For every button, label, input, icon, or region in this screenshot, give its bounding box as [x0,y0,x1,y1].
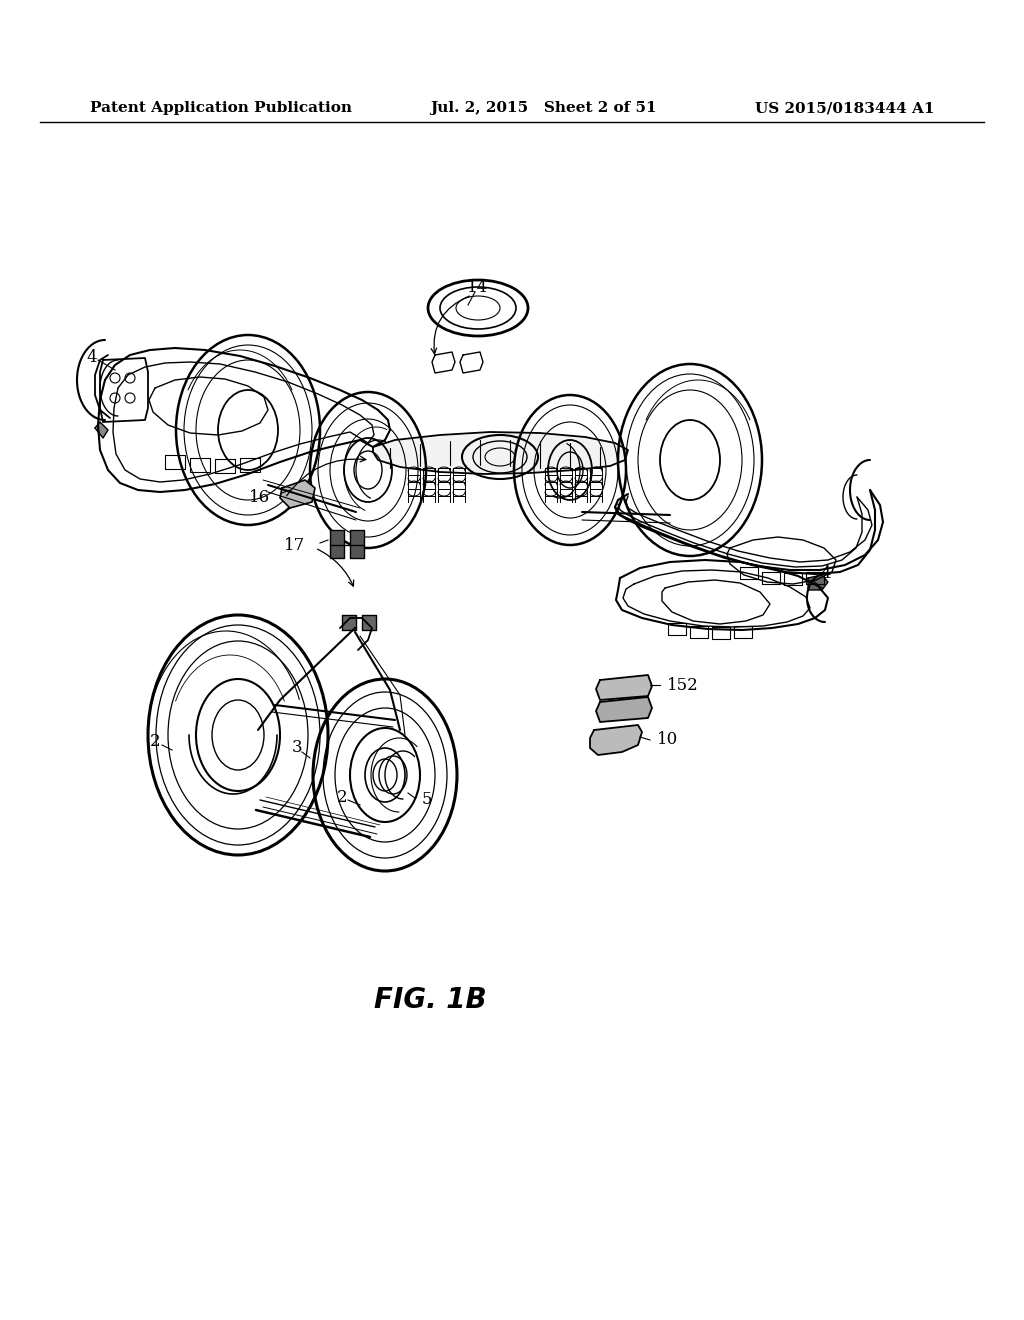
Text: Patent Application Publication: Patent Application Publication [90,102,352,115]
Text: US 2015/0183444 A1: US 2015/0183444 A1 [755,102,935,115]
Polygon shape [330,531,344,558]
Text: 3: 3 [292,739,302,756]
Polygon shape [808,576,828,590]
Text: 17: 17 [284,536,305,553]
Polygon shape [596,675,652,700]
Polygon shape [95,422,108,438]
Text: 10: 10 [657,731,678,748]
Polygon shape [596,697,652,722]
Polygon shape [280,480,315,508]
Text: 14: 14 [467,280,488,297]
Text: 2: 2 [337,788,347,805]
Text: 16: 16 [249,490,270,507]
Text: 4: 4 [87,348,97,366]
Text: 4: 4 [820,565,830,582]
Text: FIG. 1B: FIG. 1B [374,986,486,1014]
Polygon shape [373,432,628,474]
Text: Jul. 2, 2015   Sheet 2 of 51: Jul. 2, 2015 Sheet 2 of 51 [430,102,656,115]
Polygon shape [590,725,642,755]
Text: 5: 5 [422,792,432,808]
Polygon shape [350,531,364,558]
Text: 152: 152 [667,676,698,693]
Polygon shape [342,615,356,630]
Text: 2: 2 [150,734,161,751]
Polygon shape [362,615,376,630]
